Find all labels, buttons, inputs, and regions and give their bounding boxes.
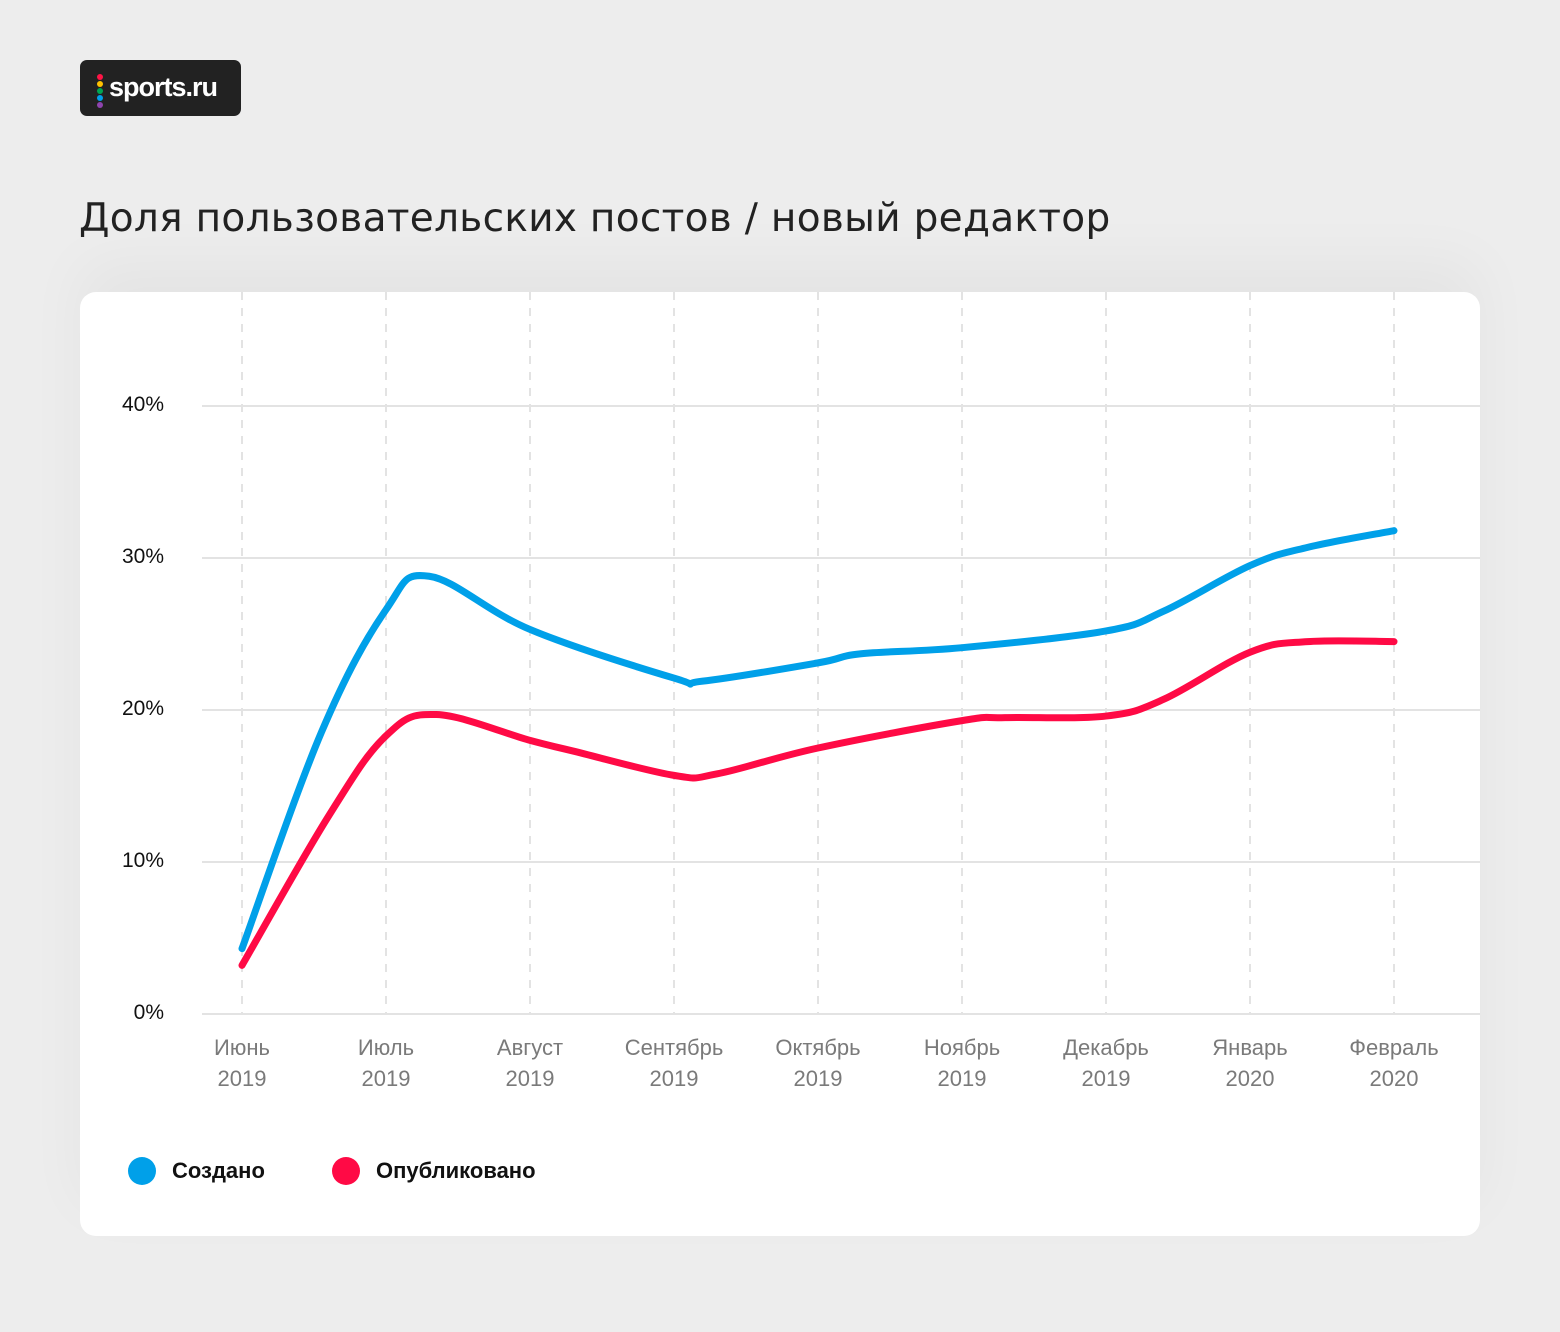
y-tick-label: 30%: [121, 545, 164, 568]
legend-item-published: Опубликовано: [332, 1157, 536, 1185]
legend-item-created: Создано: [128, 1157, 265, 1185]
logo-text: sports.ru: [109, 72, 218, 102]
x-tick-label: Июль 2019: [357, 1035, 415, 1091]
y-tick-label: 10%: [121, 849, 164, 872]
legend-label: Опубликовано: [376, 1158, 536, 1183]
x-tick-label: Январь 2020: [1212, 1035, 1288, 1091]
page-title: Доля пользовательских постов / новый ред…: [79, 196, 1111, 241]
y-tick-label: 0%: [133, 1001, 164, 1024]
sports-ru-logo[interactable]: sports.ru: [80, 60, 241, 116]
logo-dot: [97, 88, 103, 94]
line-chart: [202, 292, 1480, 1015]
x-tick-label: Ноябрь 2019: [923, 1035, 1001, 1091]
x-tick-label: Июнь 2019: [214, 1035, 270, 1091]
legend-label: Создано: [172, 1158, 265, 1183]
logo-dot: [97, 81, 103, 87]
x-tick-label: Октябрь 2019: [775, 1035, 861, 1091]
x-tick-label: Декабрь 2019: [1063, 1035, 1149, 1091]
logo-dot: [97, 95, 103, 101]
logo-dot: [97, 74, 103, 80]
x-tick-label: Февраль 2020: [1349, 1035, 1439, 1091]
legend-dot-icon: [332, 1157, 360, 1185]
series-created-line: [238, 527, 1398, 953]
chart-card: 0% 10% 20% 30% 40% Июнь 2019 Июль 2019 Август 201…: [80, 292, 1480, 1236]
logo-dots-icon: [97, 74, 104, 109]
x-tick-label: Сентябрь 2019: [624, 1035, 724, 1091]
y-tick-label: 40%: [121, 393, 164, 416]
logo-dot: [97, 102, 103, 108]
legend-dot-icon: [128, 1157, 156, 1185]
series-published-line: [238, 637, 1398, 969]
y-tick-label: 20%: [121, 697, 164, 720]
x-tick-label: Август 2019: [496, 1035, 564, 1091]
